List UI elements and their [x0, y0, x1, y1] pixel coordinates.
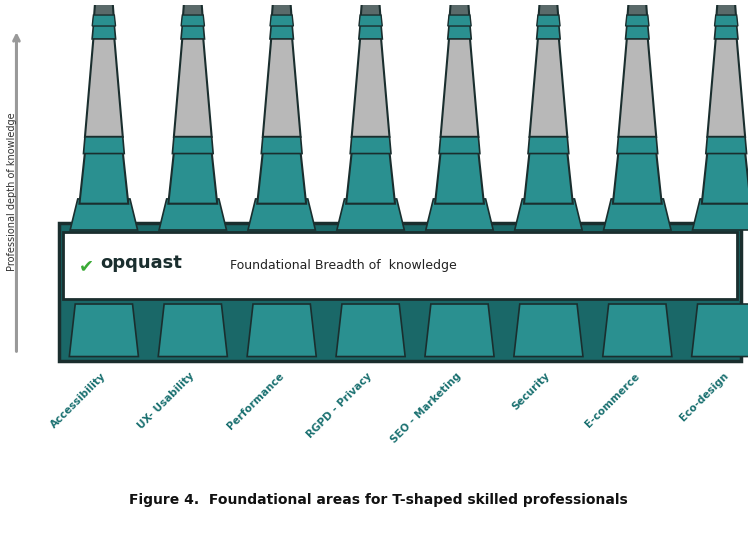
Polygon shape [158, 304, 228, 356]
Text: Figure 4.  Foundational areas for T-shaped skilled professionals: Figure 4. Foundational areas for T-shape… [129, 492, 627, 507]
Polygon shape [613, 149, 662, 204]
Polygon shape [716, 0, 736, 24]
Polygon shape [528, 137, 569, 154]
Polygon shape [92, 24, 116, 39]
Polygon shape [181, 24, 205, 39]
Polygon shape [626, 15, 649, 26]
Polygon shape [79, 149, 129, 204]
Polygon shape [708, 34, 745, 137]
Polygon shape [92, 15, 116, 26]
Polygon shape [426, 199, 493, 230]
Text: RGPD - Privacy: RGPD - Privacy [305, 371, 374, 440]
Polygon shape [172, 137, 213, 154]
Polygon shape [337, 199, 404, 230]
Polygon shape [529, 34, 567, 137]
Polygon shape [182, 0, 203, 24]
Polygon shape [524, 149, 573, 204]
Polygon shape [702, 149, 751, 204]
Polygon shape [515, 199, 582, 230]
Polygon shape [174, 34, 212, 137]
Text: E-commerce: E-commerce [583, 371, 641, 429]
Polygon shape [537, 15, 560, 26]
Polygon shape [169, 149, 217, 204]
Text: Accessibility: Accessibility [48, 371, 107, 430]
Polygon shape [336, 304, 405, 356]
Polygon shape [94, 0, 114, 24]
Polygon shape [346, 149, 395, 204]
Polygon shape [83, 137, 124, 154]
Polygon shape [435, 149, 484, 204]
Polygon shape [262, 137, 302, 154]
Polygon shape [617, 137, 658, 154]
Polygon shape [439, 137, 480, 154]
Polygon shape [270, 24, 293, 39]
Polygon shape [618, 34, 656, 137]
Polygon shape [257, 149, 306, 204]
Polygon shape [70, 199, 138, 230]
Text: ✔: ✔ [79, 257, 94, 275]
Polygon shape [625, 24, 649, 39]
Polygon shape [692, 199, 756, 230]
Polygon shape [627, 0, 648, 24]
Polygon shape [514, 304, 583, 356]
Text: Security: Security [510, 371, 552, 412]
Polygon shape [448, 15, 471, 26]
Polygon shape [359, 24, 383, 39]
Polygon shape [271, 0, 292, 24]
Polygon shape [181, 15, 204, 26]
Text: Professional depth of knowledge: Professional depth of knowledge [7, 113, 17, 271]
Text: UX- Usability: UX- Usability [136, 371, 197, 432]
Polygon shape [538, 0, 559, 24]
Polygon shape [692, 304, 756, 356]
Polygon shape [441, 34, 479, 137]
FancyBboxPatch shape [64, 232, 737, 299]
Polygon shape [361, 0, 381, 24]
Polygon shape [70, 304, 138, 356]
Polygon shape [247, 304, 316, 356]
Polygon shape [714, 24, 738, 39]
Polygon shape [248, 199, 315, 230]
Polygon shape [603, 304, 672, 356]
Polygon shape [159, 199, 227, 230]
Polygon shape [263, 34, 301, 137]
Polygon shape [706, 137, 747, 154]
Polygon shape [714, 15, 738, 26]
Polygon shape [449, 0, 469, 24]
Polygon shape [352, 34, 389, 137]
Text: Performance: Performance [225, 371, 285, 432]
Polygon shape [270, 15, 293, 26]
Text: Eco-design: Eco-design [677, 371, 730, 423]
Polygon shape [350, 137, 391, 154]
Text: opquast: opquast [100, 254, 182, 272]
Polygon shape [448, 24, 471, 39]
Polygon shape [85, 34, 122, 137]
Polygon shape [537, 24, 560, 39]
Text: Foundational Breadth of  knowledge: Foundational Breadth of knowledge [230, 259, 457, 272]
FancyBboxPatch shape [60, 223, 741, 361]
Text: SEO - Marketing: SEO - Marketing [389, 371, 463, 445]
Polygon shape [425, 304, 494, 356]
Polygon shape [603, 199, 671, 230]
Polygon shape [359, 15, 383, 26]
